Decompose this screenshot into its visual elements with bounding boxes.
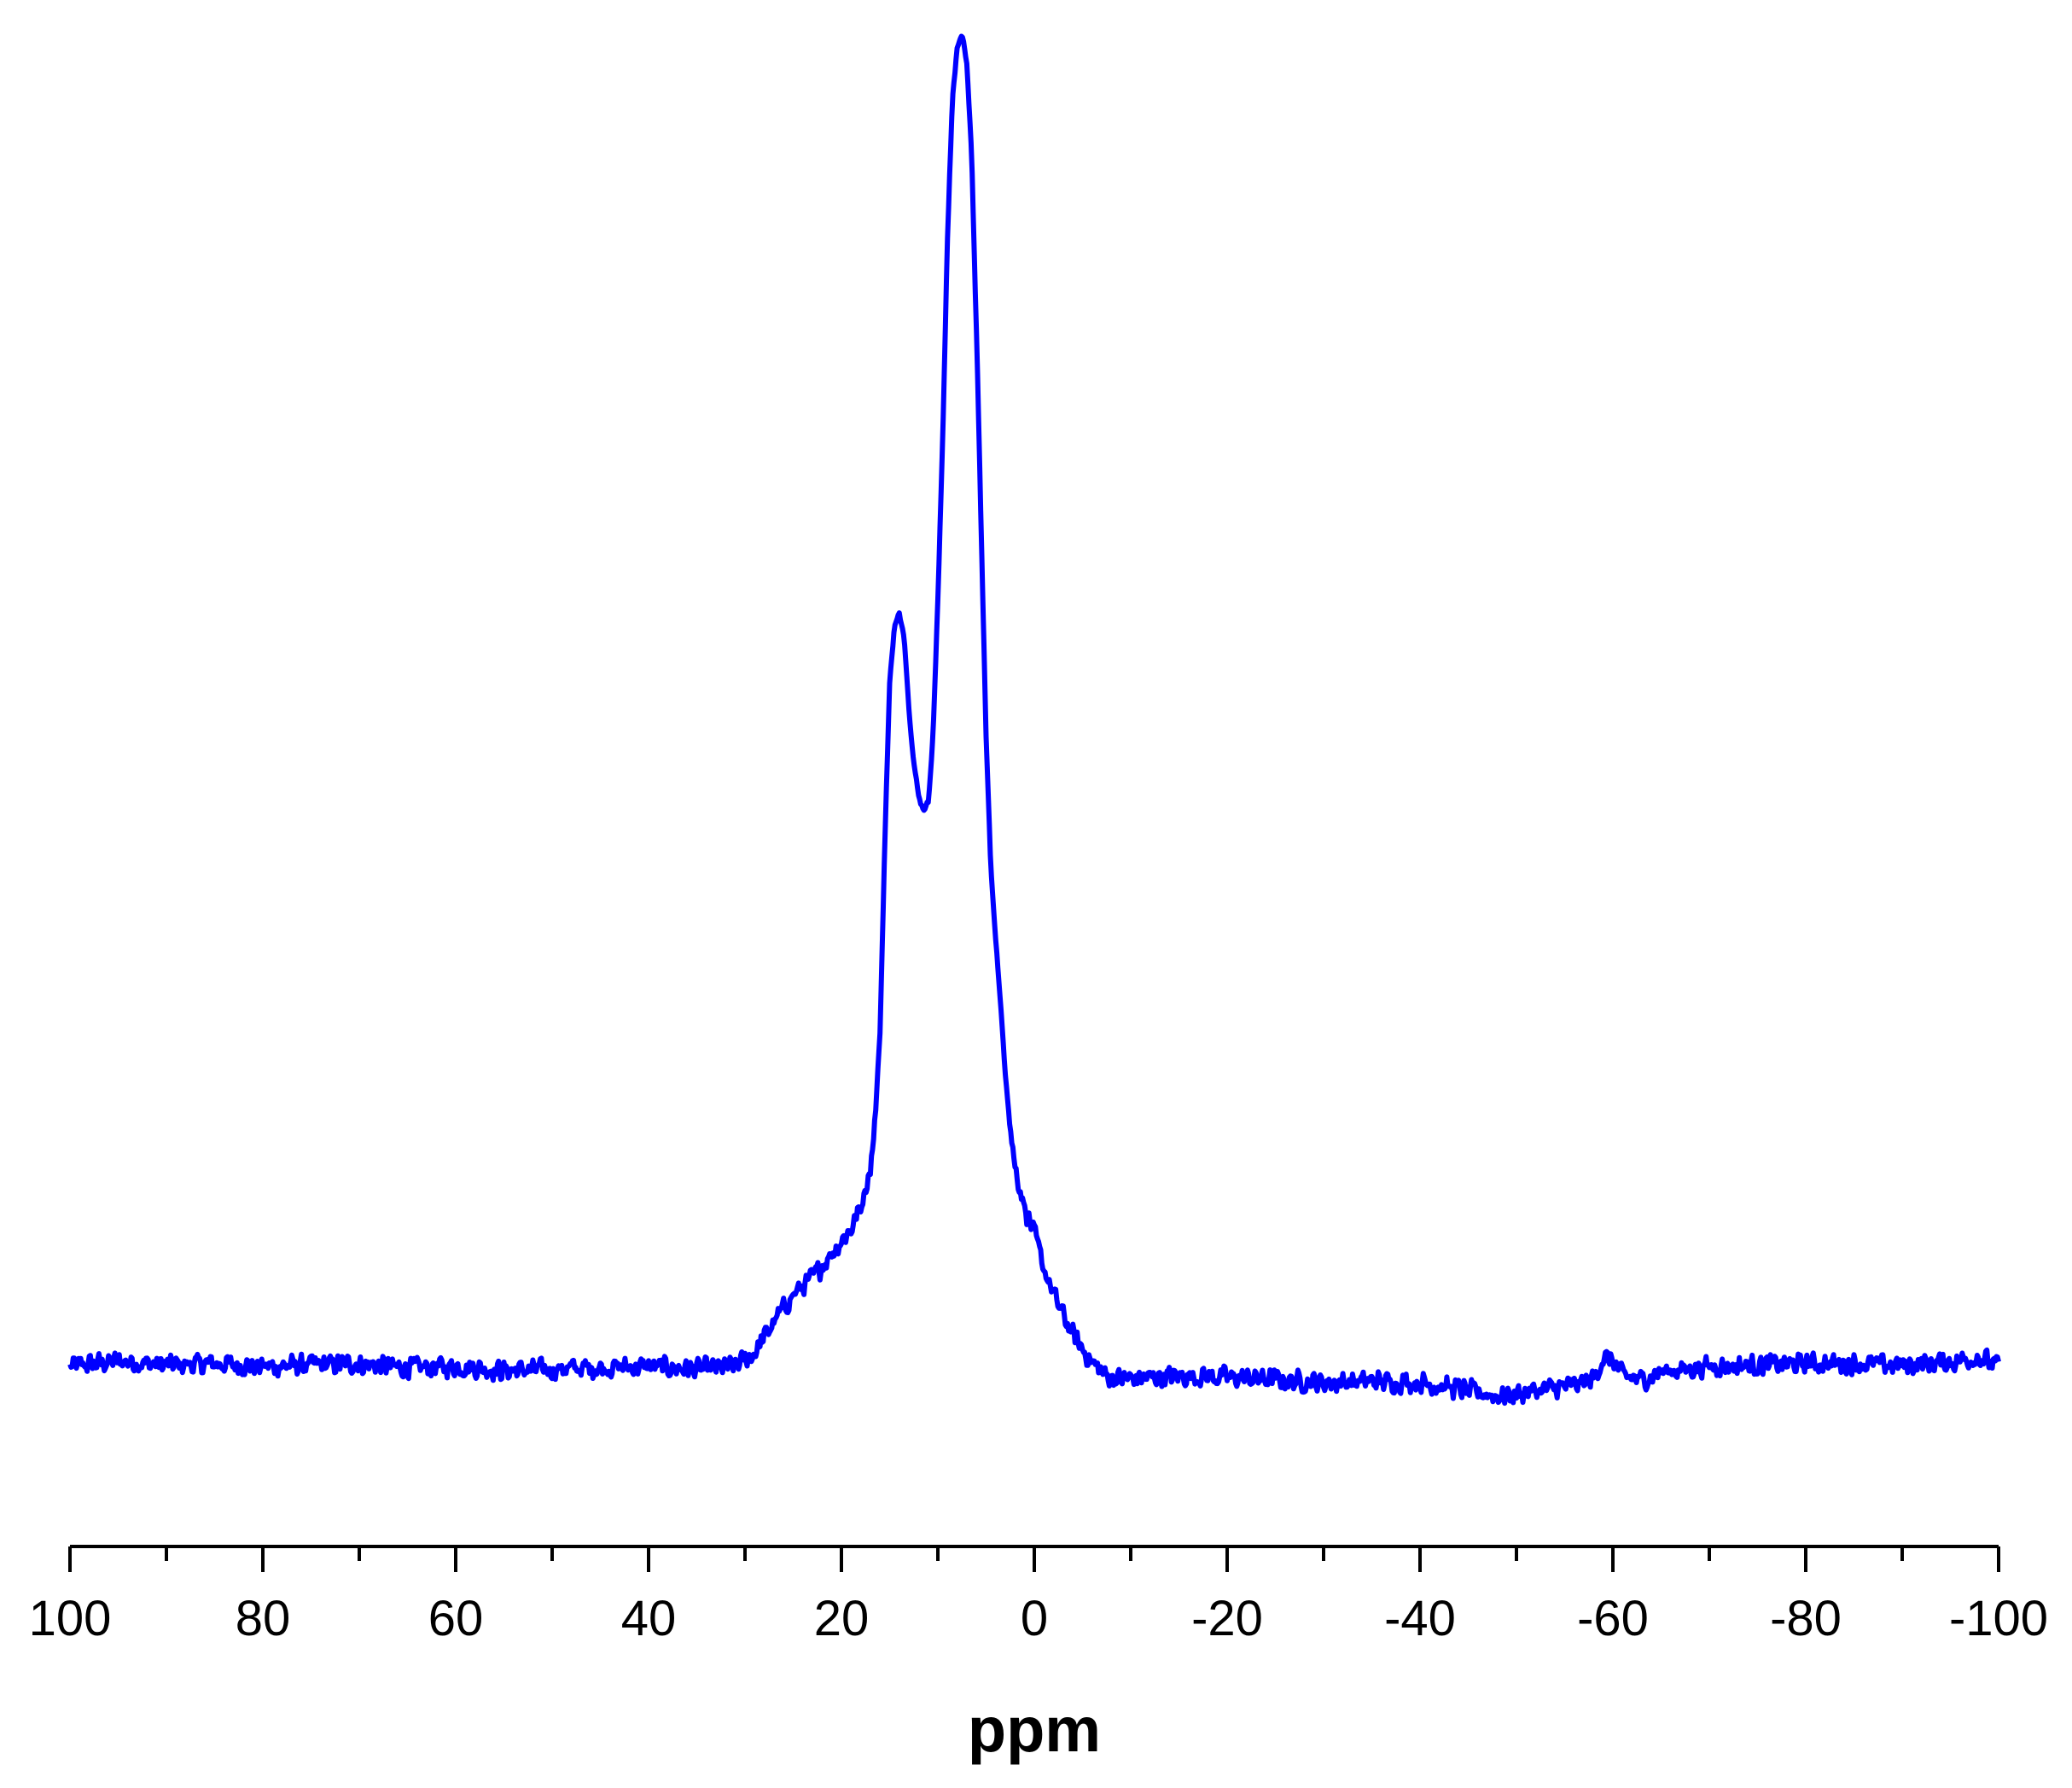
x-tick-label: 100 <box>29 1591 112 1646</box>
x-tick-label: -100 <box>1949 1591 2048 1646</box>
x-tick-label: -60 <box>1577 1591 1649 1646</box>
x-tick-label: 80 <box>236 1591 291 1646</box>
x-tick-label: -80 <box>1770 1591 1842 1646</box>
x-axis-ticks: 100 80 60 40 20 0 -20 -40 -60 -80 -100 <box>29 1546 2048 1646</box>
x-tick-label: -20 <box>1191 1591 1263 1646</box>
x-tick-label: 60 <box>428 1591 484 1646</box>
plot-area <box>67 33 2001 1407</box>
x-tick-label: -40 <box>1384 1591 1456 1646</box>
x-tick-label: 20 <box>814 1591 870 1646</box>
x-tick-label: 40 <box>621 1591 677 1646</box>
spectrum-line <box>67 33 2001 1407</box>
x-tick-label: 0 <box>1021 1591 1048 1646</box>
x-axis-title: ppm <box>968 1694 1101 1765</box>
